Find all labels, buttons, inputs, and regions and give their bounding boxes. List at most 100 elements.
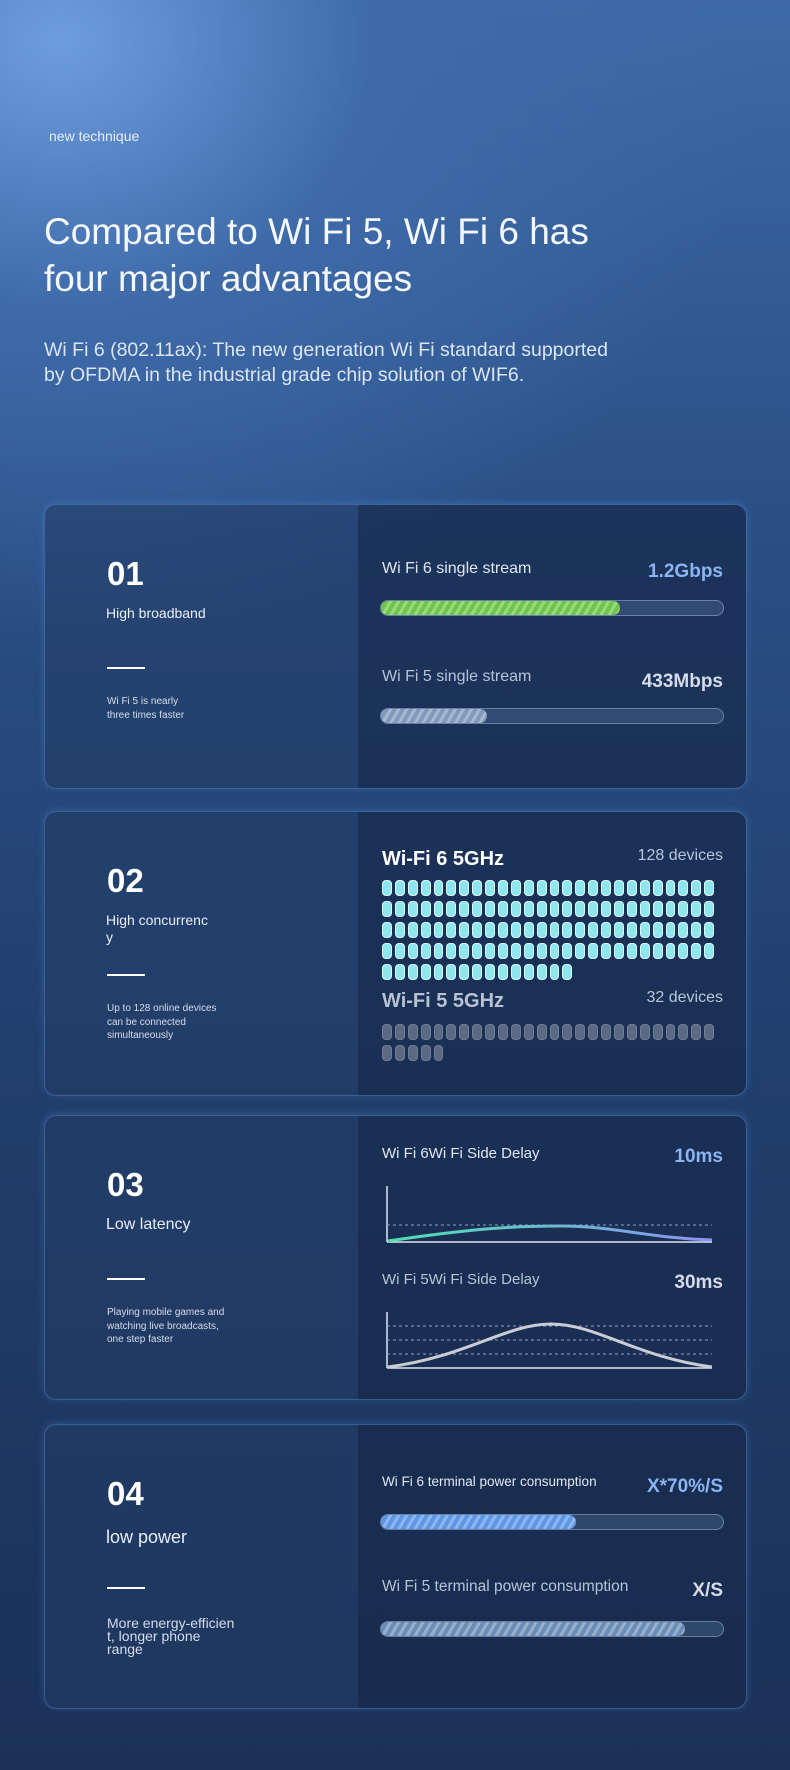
- card-note: More energy-efficien t, longer phone ran…: [107, 1615, 235, 1657]
- device-pill: [433, 1024, 444, 1040]
- bar-fill: [381, 709, 488, 723]
- bar-track: [380, 600, 724, 616]
- device-pill: [459, 922, 470, 938]
- latency-curve: [386, 1312, 713, 1369]
- device-pill: [485, 901, 496, 917]
- device-pill: [639, 880, 650, 896]
- device-pill: [394, 880, 405, 896]
- device-pill: [394, 943, 405, 959]
- device-pill: [614, 1024, 624, 1040]
- device-pill: [536, 901, 547, 917]
- card: 04 low power More energy-efficien t, lon…: [44, 1424, 747, 1709]
- device-pill: [601, 901, 612, 917]
- device-pill: [510, 922, 521, 938]
- device-pill: [549, 880, 560, 896]
- device-pill: [394, 964, 405, 980]
- device-pill: [394, 1045, 405, 1061]
- device-pill: [562, 1024, 573, 1040]
- card-note: Playing mobile games and watching live b…: [107, 1307, 225, 1345]
- card-title: High concurrenc y: [106, 912, 208, 945]
- bar-track: [380, 1621, 724, 1637]
- device-pill: [639, 943, 650, 959]
- device-pill: [523, 901, 534, 917]
- device-pill: [704, 901, 715, 917]
- device-pill: [407, 901, 418, 917]
- device-pill: [575, 922, 586, 938]
- device-pill: [626, 901, 637, 917]
- device-pill: [472, 943, 483, 959]
- device-pill: [652, 880, 663, 896]
- device-pill: [498, 964, 508, 980]
- device-pill: [485, 943, 496, 959]
- device-pill: [588, 943, 599, 959]
- device-pill: [626, 943, 637, 959]
- row-value: 30ms: [674, 1272, 723, 1293]
- bar-track: [380, 1514, 724, 1530]
- device-pill: [420, 943, 431, 959]
- divider: [107, 1278, 145, 1280]
- device-pill: [575, 943, 586, 959]
- bar-fill: [381, 1515, 576, 1529]
- device-pill: [691, 922, 702, 938]
- device-pill: [446, 922, 457, 938]
- device-pill: [459, 1024, 470, 1040]
- device-pill: [652, 943, 663, 959]
- device-pill: [626, 880, 637, 896]
- device-pill: [562, 901, 573, 917]
- device-pill: [652, 901, 663, 917]
- device-pill: [704, 1024, 715, 1040]
- device-pill: [446, 964, 457, 980]
- device-pill: [614, 880, 624, 896]
- device-pill: [420, 901, 431, 917]
- device-pill: [588, 922, 599, 938]
- bar-fill: [381, 1622, 686, 1636]
- card-number: 02: [107, 862, 144, 899]
- headline: Compared to Wi Fi 5, Wi Fi 6 has four ma…: [44, 211, 589, 299]
- card: 02 High concurrenc y Up to 128 online de…: [44, 811, 747, 1096]
- card-number: 01: [107, 555, 144, 592]
- device-pill: [691, 1024, 702, 1040]
- device-pill: [407, 880, 418, 896]
- row-value: 128 devices: [637, 847, 723, 864]
- device-pill: [639, 922, 650, 938]
- device-pill: [575, 901, 586, 917]
- row-value: 1.2Gbps: [648, 561, 723, 582]
- device-pill: [678, 922, 689, 938]
- row-value: 433Mbps: [641, 671, 723, 692]
- device-pill: [549, 1024, 560, 1040]
- device-pill: [394, 1024, 405, 1040]
- device-pill: [433, 1045, 444, 1061]
- device-pill: [652, 922, 663, 938]
- device-pill: [523, 1024, 534, 1040]
- device-grid: [382, 1024, 726, 1061]
- device-pill: [523, 943, 534, 959]
- device-pill: [407, 943, 418, 959]
- device-pill: [704, 943, 715, 959]
- device-pill: [614, 922, 624, 938]
- device-pill: [665, 922, 676, 938]
- device-pill: [420, 922, 431, 938]
- panel: Wi-Fi 6 5GHz 128 devices Wi-Fi 5 5GHz 32…: [358, 812, 746, 1095]
- device-pill: [536, 880, 547, 896]
- device-pill: [562, 922, 573, 938]
- device-pill: [394, 922, 405, 938]
- row-label: Wi Fi 6 single stream: [382, 560, 532, 577]
- device-pill: [536, 1024, 547, 1040]
- device-pill: [459, 901, 470, 917]
- device-pill: [433, 922, 444, 938]
- row-label: Wi-Fi 6 5GHz: [382, 848, 505, 870]
- card-number: 04: [107, 1475, 144, 1512]
- row-label: Wi Fi 6 terminal power consumption: [382, 1474, 597, 1489]
- card-title: Low latency: [106, 1216, 191, 1233]
- device-pill: [704, 922, 715, 938]
- device-pill: [382, 943, 392, 959]
- device-pill: [382, 901, 392, 917]
- device-pill: [498, 943, 508, 959]
- device-pill: [626, 1024, 637, 1040]
- device-pill: [382, 1024, 392, 1040]
- device-pill: [601, 1024, 612, 1040]
- device-pill: [614, 901, 624, 917]
- device-pill: [678, 880, 689, 896]
- device-pill: [510, 1024, 521, 1040]
